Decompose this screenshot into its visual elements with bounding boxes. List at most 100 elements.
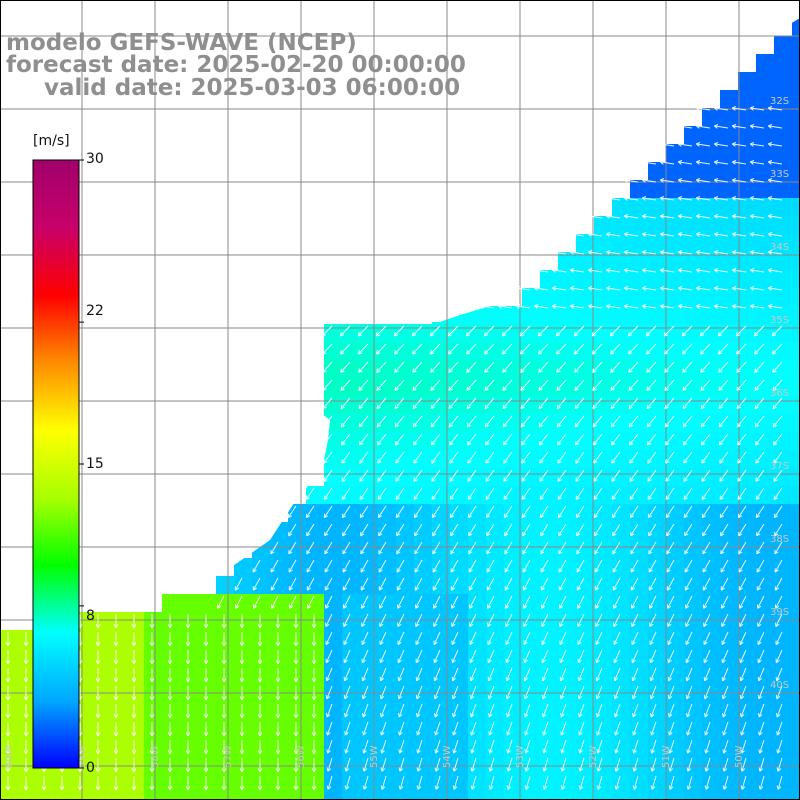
longitude-label: 56W [296,745,307,768]
wind-arrow [322,361,333,373]
wind-arrow [702,523,711,537]
wind-arrow [574,379,585,391]
wind-arrow [239,614,245,629]
wind-arrow [324,541,333,555]
wind-arrow [452,721,459,736]
wind-arrow [695,196,711,201]
wind-arrow [485,451,495,464]
wind-arrow [611,487,621,501]
wind-arrow [415,667,423,682]
wind-arrow [149,650,155,665]
wind-arrow [628,397,639,410]
wind-arrow [450,541,459,555]
wind-arrow [731,124,747,129]
wind-arrow [538,397,549,410]
wind-arrow [203,758,209,773]
wind-arrow [592,397,603,410]
wind-arrow [343,595,351,609]
wind-arrow [685,613,693,628]
wind-arrow [461,304,477,309]
wind-arrow [413,469,423,482]
wind-arrow [631,649,639,664]
wind-arrow [395,451,405,464]
wind-arrow [648,577,657,591]
wind-arrow [467,505,477,519]
wind-arrow [379,595,387,609]
wind-arrow [340,433,351,446]
wind-arrow [677,214,693,219]
wind-arrow [415,595,423,609]
wind-arrow [587,268,603,273]
wind-arrow [667,631,675,646]
wind-arrow [452,739,459,754]
wind-arrow [450,577,459,591]
wind-arrow [686,757,693,772]
wind-arrow [650,775,657,790]
wind-arrow [414,559,423,573]
wind-arrow [321,343,333,355]
wind-arrow [539,487,549,501]
wind-arrow [649,649,657,664]
wind-arrow [713,304,729,309]
wind-arrow [630,541,639,555]
wind-arrow [321,325,333,337]
wind-arrow [704,775,711,790]
wind-arrow [131,722,137,737]
wind-arrow [555,325,567,337]
wind-arrow [203,632,209,647]
wind-arrow [451,613,459,628]
wind-arrow [396,577,405,591]
wind-arrow [758,775,765,790]
wind-arrow [632,721,639,736]
wind-arrow [722,721,729,736]
wind-arrow [559,667,567,682]
wind-arrow [641,304,657,309]
longitude-label: 54W [442,745,453,768]
wind-arrow [575,451,585,464]
wind-arrow [113,614,119,629]
land-mask [0,0,800,630]
wind-arrow [524,739,531,754]
wind-arrow [306,541,315,555]
wind-arrow [668,721,675,736]
wind-arrow [556,361,567,373]
wind-arrow [131,650,137,665]
latitude-label: 37S [770,461,789,472]
wind-arrow [648,541,657,555]
wind-arrow [731,178,747,183]
colorbar-tick-0: 0 [86,760,95,776]
wind-arrow [594,559,603,573]
wind-arrow [666,541,675,555]
wind-arrow [502,379,513,391]
wind-arrow [412,361,423,373]
wind-arrow [774,541,783,555]
wind-arrow [448,397,459,410]
wind-arrow [704,721,711,736]
wind-arrow [577,649,585,664]
wind-arrow [113,758,119,773]
wind-arrow [559,595,567,609]
wind-arrow [540,577,549,591]
wind-arrow [362,703,369,718]
wind-arrow [593,469,603,482]
wind-arrow [623,214,639,219]
wind-arrow [542,721,549,736]
wind-arrow [736,379,747,391]
wind-arrow [647,451,657,464]
wind-arrow [449,451,459,464]
wind-arrow [559,649,567,664]
wind-arrow [776,757,783,772]
wind-arrow [342,559,351,573]
wind-arrow [749,196,765,201]
wind-arrow [5,686,11,701]
wind-arrow [595,613,603,628]
wind-arrow [341,505,351,519]
wind-arrow [502,433,513,446]
wind-arrow [485,469,495,482]
wind-arrow [343,613,351,628]
latitude-label: 38S [770,534,789,545]
wind-arrow [591,325,603,337]
wind-arrow [344,775,351,790]
wind-arrow [665,487,675,501]
wind-arrow [344,721,351,736]
